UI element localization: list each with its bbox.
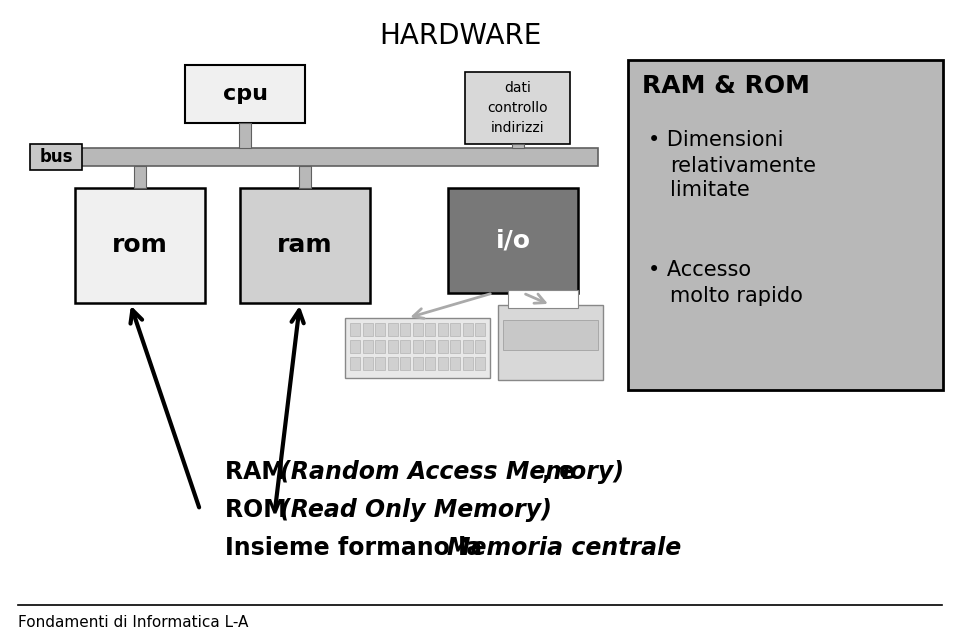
Bar — [448, 188, 578, 293]
Bar — [498, 305, 603, 380]
Bar — [375, 340, 385, 353]
Bar — [350, 340, 360, 353]
Text: Memoria centrale: Memoria centrale — [447, 536, 682, 560]
Bar — [363, 323, 372, 336]
Bar — [345, 318, 490, 378]
Bar — [400, 323, 410, 336]
Text: relativamente: relativamente — [670, 156, 816, 176]
Text: RAM & ROM: RAM & ROM — [642, 74, 810, 98]
Bar — [438, 323, 447, 336]
Bar — [388, 323, 397, 336]
Bar — [475, 357, 485, 370]
Text: dati: dati — [504, 81, 531, 95]
Bar — [350, 357, 360, 370]
Bar — [239, 123, 251, 148]
Bar — [425, 357, 435, 370]
Bar — [350, 323, 360, 336]
Bar — [463, 357, 472, 370]
Bar — [185, 65, 305, 123]
Bar — [508, 290, 578, 308]
Bar — [425, 323, 435, 336]
Text: controllo: controllo — [487, 101, 548, 115]
Text: RAM: RAM — [225, 460, 293, 484]
Bar — [375, 357, 385, 370]
Bar — [463, 323, 472, 336]
Bar — [62, 148, 598, 166]
Text: cpu: cpu — [223, 84, 268, 104]
Bar — [503, 320, 598, 350]
Bar — [363, 357, 372, 370]
Bar — [512, 144, 523, 148]
Bar — [475, 323, 485, 336]
Bar — [240, 188, 370, 303]
Text: HARDWARE: HARDWARE — [379, 22, 541, 50]
Bar — [450, 323, 460, 336]
Bar — [363, 340, 372, 353]
Text: Insieme formano la: Insieme formano la — [225, 536, 491, 560]
Bar — [400, 357, 410, 370]
Bar — [75, 188, 205, 303]
Bar — [375, 323, 385, 336]
Text: Fondamenti di Informatica L-A: Fondamenti di Informatica L-A — [18, 615, 249, 630]
Text: ROM: ROM — [225, 498, 295, 522]
Text: , e: , e — [542, 460, 575, 484]
Text: molto rapido: molto rapido — [670, 286, 803, 306]
Bar — [450, 340, 460, 353]
Bar — [438, 340, 447, 353]
Bar — [388, 340, 397, 353]
Text: • Dimensioni: • Dimensioni — [648, 130, 783, 150]
Bar — [465, 72, 570, 144]
Text: (Read Only Memory): (Read Only Memory) — [280, 498, 552, 522]
Text: rom: rom — [112, 234, 168, 258]
Bar — [438, 357, 447, 370]
Text: limitate: limitate — [670, 180, 750, 200]
Bar — [413, 323, 422, 336]
Bar — [299, 166, 311, 188]
Bar — [475, 340, 485, 353]
Bar — [388, 357, 397, 370]
Bar — [413, 340, 422, 353]
Text: i/o: i/o — [495, 228, 531, 253]
Text: ram: ram — [277, 234, 333, 258]
Bar — [30, 144, 82, 170]
Text: indirizzi: indirizzi — [491, 121, 544, 135]
Bar — [628, 60, 943, 390]
Text: (Random Access Memory): (Random Access Memory) — [280, 460, 624, 484]
Bar — [134, 166, 146, 188]
Bar — [450, 357, 460, 370]
Bar — [413, 357, 422, 370]
Bar — [425, 340, 435, 353]
Text: bus: bus — [39, 148, 73, 166]
Bar — [400, 340, 410, 353]
Bar — [463, 340, 472, 353]
Text: • Accesso: • Accesso — [648, 260, 751, 280]
